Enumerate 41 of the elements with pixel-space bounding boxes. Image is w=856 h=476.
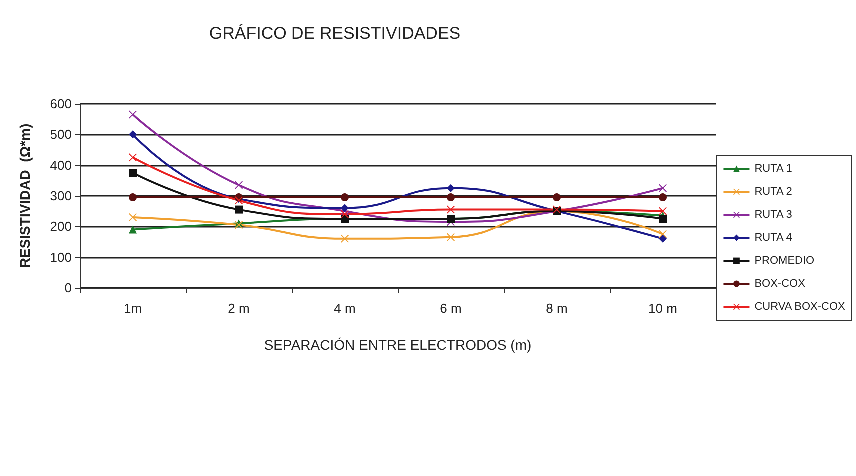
x-tick-label: 8 m — [546, 301, 568, 316]
point — [553, 194, 561, 202]
point — [341, 194, 349, 202]
point — [659, 215, 667, 223]
x-axis-title: SEPARACIÓN ENTRE ELECTRODOS (m) — [264, 337, 532, 353]
x-tick-label: 2 m — [228, 301, 250, 316]
point — [341, 204, 349, 212]
point — [129, 130, 137, 139]
legend-label: RUTA 4 — [754, 232, 792, 244]
point — [447, 233, 455, 242]
point — [341, 234, 349, 243]
point — [129, 154, 137, 162]
x-tick-label: 10 m — [648, 301, 678, 316]
point — [129, 194, 137, 202]
y-tick-label: 300 — [50, 188, 72, 204]
y-tick-label: 200 — [50, 219, 72, 234]
y-tick-label: 100 — [50, 250, 72, 265]
point — [129, 226, 137, 234]
y-tick-label: 400 — [50, 158, 72, 173]
point — [447, 184, 455, 192]
legend-label: CURVA BOX-COX — [754, 301, 846, 313]
legend-label: PROMEDIO — [754, 255, 816, 267]
y-axis-title: RESISTIVIDAD (Ω*m) — [17, 124, 33, 268]
point — [341, 210, 349, 218]
legend-label: RUTA 1 — [754, 163, 792, 175]
point — [129, 169, 137, 177]
legend-label: RUTA 3 — [754, 209, 792, 221]
legend-label: RUTA 2 — [754, 186, 792, 198]
y-tick-label: 600 — [50, 96, 72, 112]
y-tick-label: 500 — [50, 127, 72, 142]
point — [129, 213, 137, 222]
x-tick-label: 1m — [124, 301, 142, 316]
point — [235, 206, 243, 214]
chart-title: GRÁFICO DE RESISTIVIDADES — [209, 24, 461, 43]
point — [659, 194, 667, 202]
point — [659, 234, 667, 243]
x-tick-label: 6 m — [440, 301, 462, 316]
y-tick-label: 0 — [64, 280, 72, 296]
x-tick-label: 4 m — [334, 301, 356, 316]
point — [447, 194, 455, 202]
legend-label: BOX-COX — [754, 278, 806, 290]
